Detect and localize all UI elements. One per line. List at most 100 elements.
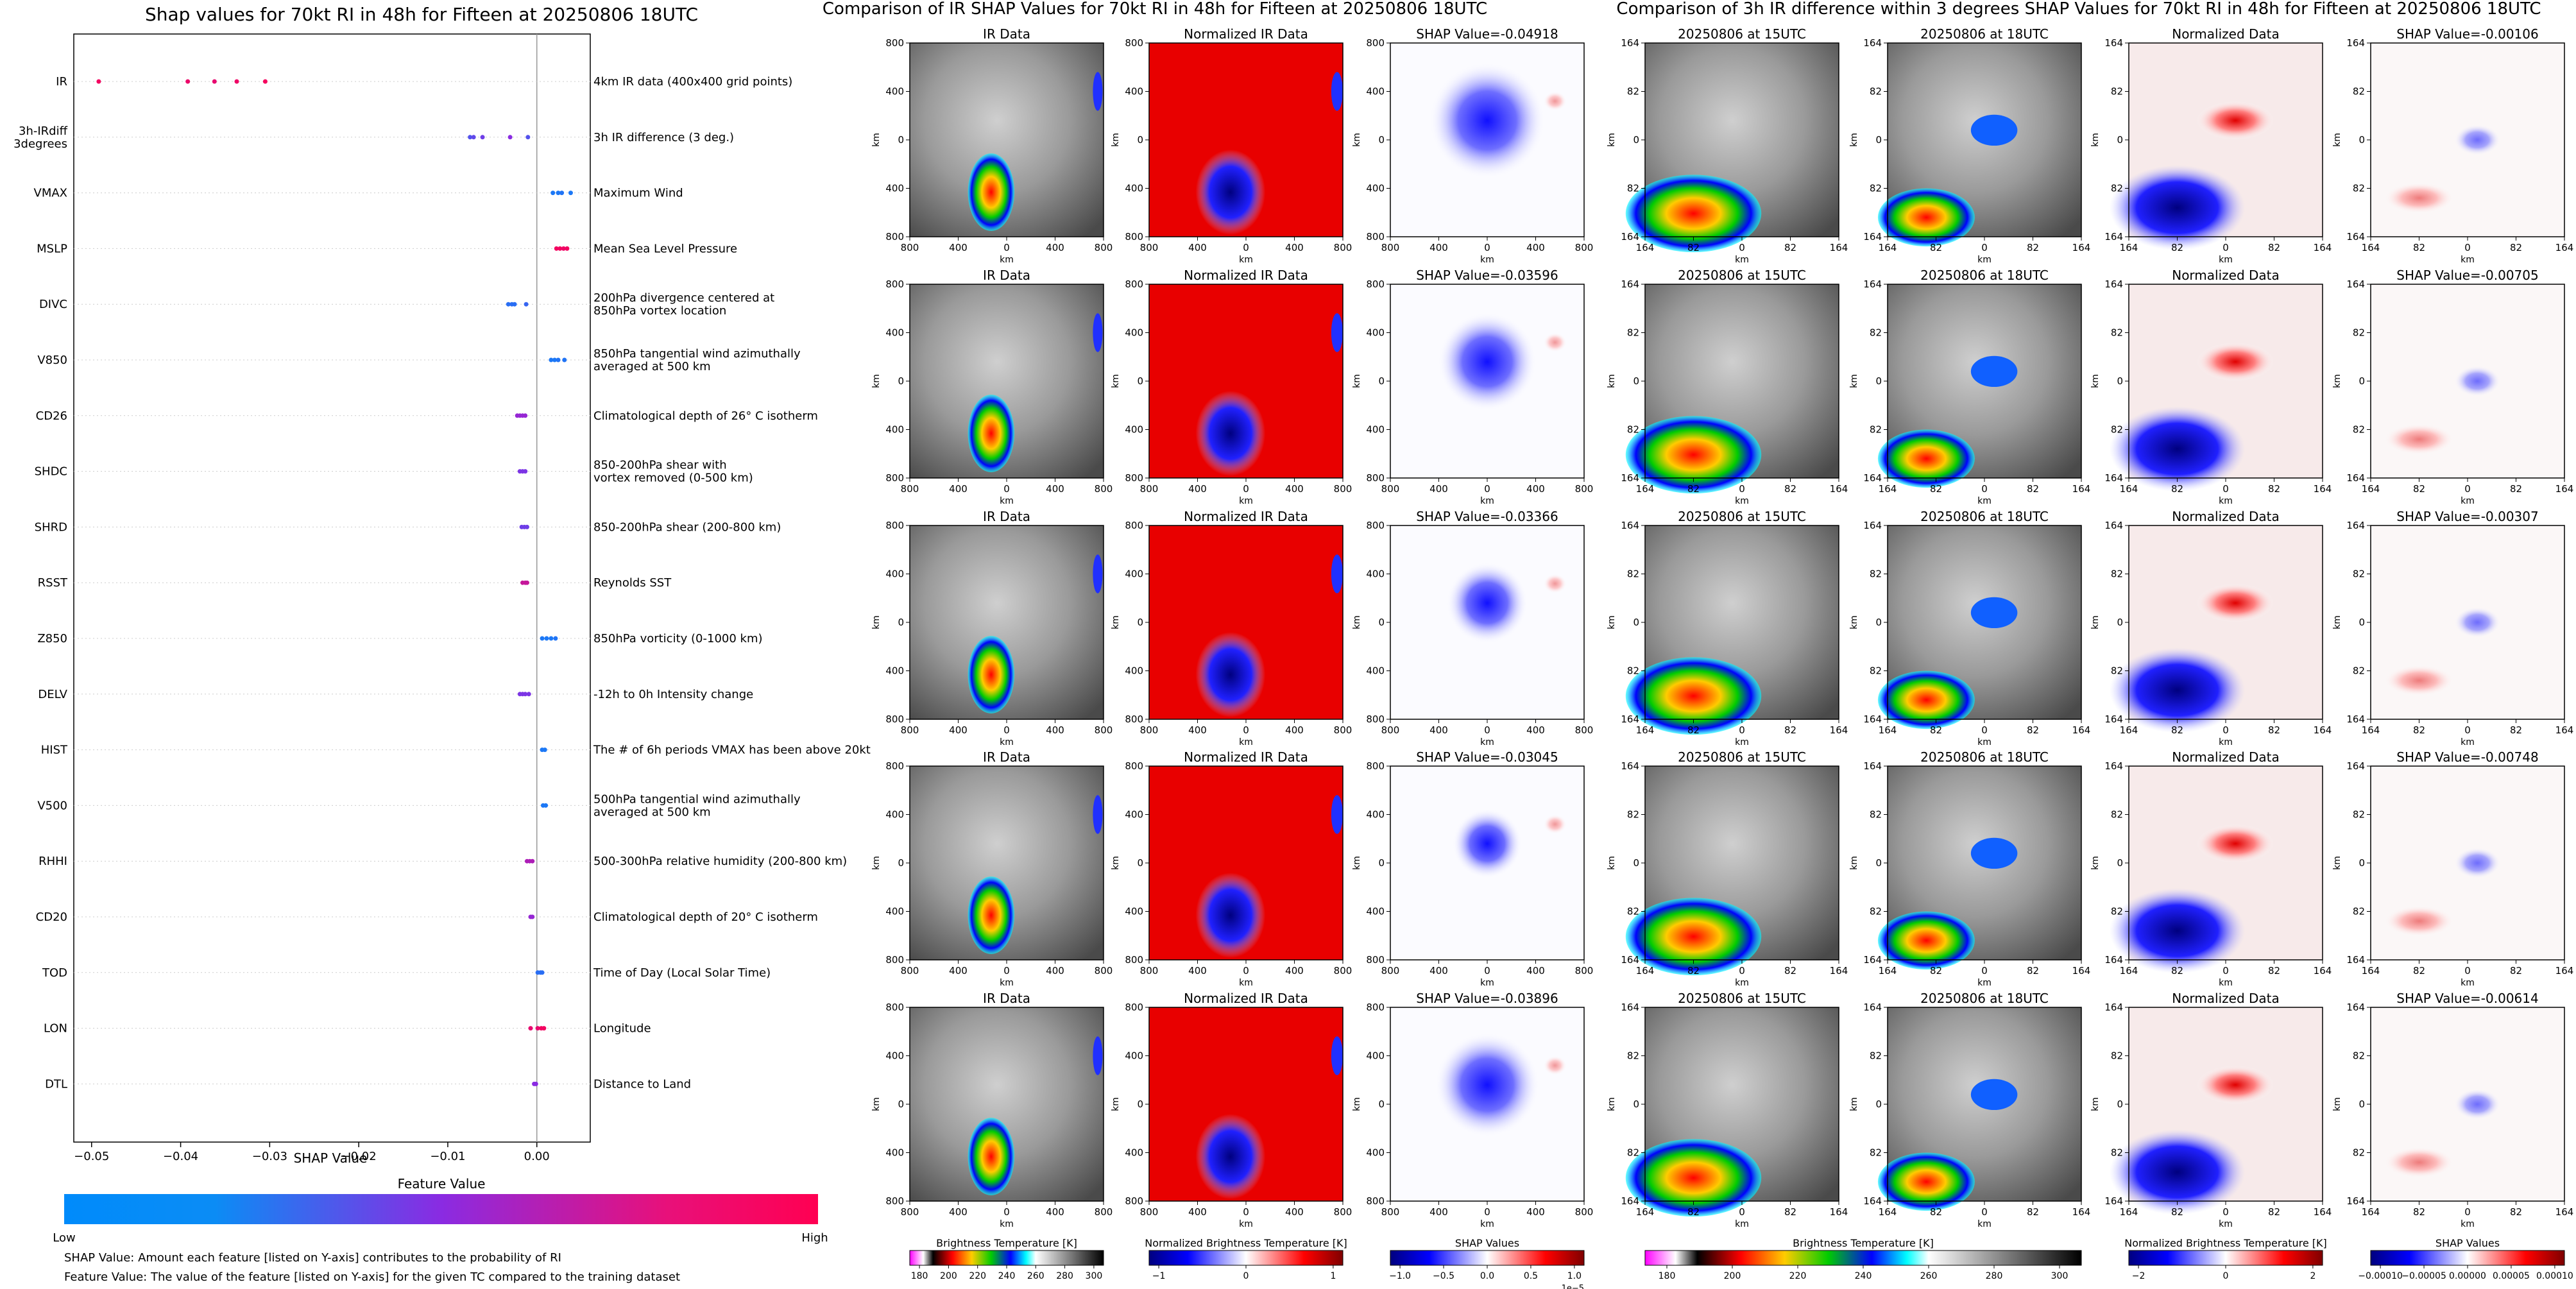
negative-shap-area xyxy=(2453,124,2501,156)
colorbar-tick-label: −0.00005 xyxy=(2401,1271,2446,1281)
feature-description-label: 850hPa vorticity (0-1000 km) xyxy=(593,632,763,645)
x-axis-label: km xyxy=(1735,1219,1749,1229)
feature-description-label: Climatological depth of 26° C isotherm xyxy=(593,409,818,423)
x-tick-label: 800 xyxy=(1095,1206,1113,1218)
y-tick-label: 164 xyxy=(1621,472,1639,484)
y-tick-label: 164 xyxy=(2346,1195,2365,1207)
y-tick-label: 400 xyxy=(1366,424,1385,436)
feature-description-label: Climatological depth of 20° C isotherm xyxy=(593,910,818,924)
x-axis-label: km xyxy=(2219,496,2233,506)
x-tick-label: 0 xyxy=(1739,965,1745,977)
y-tick-label: 82 xyxy=(1870,906,1882,918)
x-tick-label: 164 xyxy=(2362,965,2380,977)
colorbar xyxy=(1644,1250,2082,1266)
subplot-title: Normalized Data xyxy=(2172,749,2280,765)
y-tick-label: 82 xyxy=(2111,568,2123,580)
feature-description-label: -12h to 0h Intensity change xyxy=(593,688,753,701)
y-tick-label: 164 xyxy=(2346,37,2365,49)
subplot-title: SHAP Value=-0.03045 xyxy=(1416,749,1558,765)
subplot-title: SHAP Value=-0.03896 xyxy=(1416,991,1558,1006)
y-axis-label: km xyxy=(1352,374,1362,388)
x-tick-label: 82 xyxy=(2413,965,2425,977)
convection-area xyxy=(1970,1079,2018,1111)
x-tick-label: 82 xyxy=(1930,483,1942,495)
x-tick-label: 164 xyxy=(1879,724,1897,736)
colorbar-tick-label: 0.00005 xyxy=(2493,1271,2530,1281)
y-tick-label: 164 xyxy=(2104,278,2123,290)
y-tick-label: 800 xyxy=(1125,1195,1143,1207)
x-tick-label: 800 xyxy=(1140,483,1159,495)
x-axis-label: km xyxy=(1239,255,1253,265)
y-tick-label: 164 xyxy=(1863,954,1882,966)
y-axis-label: km xyxy=(1111,133,1121,147)
x-tick-label: 164 xyxy=(2555,1206,2574,1218)
cold-cloud-area xyxy=(1195,873,1266,958)
y-tick-label: 164 xyxy=(1621,278,1639,290)
x-tick-label: 164 xyxy=(2072,1206,2091,1218)
x-tick-label: 164 xyxy=(1879,965,1897,977)
y-tick-label: 164 xyxy=(2104,713,2123,725)
x-axis-label: km xyxy=(2219,1219,2233,1229)
negative-shap-area xyxy=(1452,808,1523,879)
x-tick-label: 400 xyxy=(1046,965,1064,977)
cold-cloud-area xyxy=(1195,149,1266,235)
y-axis-label: km xyxy=(1352,615,1362,629)
y-axis-label: km xyxy=(2090,133,2101,147)
colorbar xyxy=(1148,1250,1343,1266)
y-tick-label: 400 xyxy=(885,568,904,580)
y-axis-label: km xyxy=(1849,1097,1859,1111)
shap-point xyxy=(530,914,535,919)
y-tick-label: 800 xyxy=(1366,760,1385,772)
y-tick-label: 800 xyxy=(1366,713,1385,725)
x-axis-label: km xyxy=(1239,737,1253,747)
x-tick-label: 82 xyxy=(2268,724,2280,736)
y-tick-label: 82 xyxy=(2353,327,2365,339)
positive-shap-area xyxy=(2384,665,2454,696)
shap-point xyxy=(559,191,565,196)
x-tick-label: 164 xyxy=(1636,242,1655,253)
y-tick-label: 800 xyxy=(885,231,904,243)
y-tick-label: 82 xyxy=(2111,665,2123,677)
y-tick-label: 82 xyxy=(2111,809,2123,821)
y-tick-label: 0 xyxy=(1875,1098,1882,1110)
x-tick-label: 800 xyxy=(901,724,919,736)
shap-point xyxy=(212,79,217,84)
x-tick-label: 800 xyxy=(1334,483,1352,495)
y-tick-label: 800 xyxy=(885,1195,904,1207)
irdiff-comparison-row: 20250806 at 15UTC1641648282008282164164k… xyxy=(1607,509,2573,747)
y-tick-label: 400 xyxy=(885,86,904,98)
x-tick-label: −0.01 xyxy=(430,1150,465,1163)
x-tick-label: 0 xyxy=(2464,1206,2471,1218)
subplot-title: 20250806 at 15UTC xyxy=(1678,509,1806,524)
x-tick-label: 0 xyxy=(2222,965,2229,977)
convection-area xyxy=(968,153,1015,231)
x-tick-label: 800 xyxy=(901,242,919,253)
y-tick-label: 164 xyxy=(1621,713,1639,725)
convection-area xyxy=(1093,1036,1103,1075)
x-tick-label: 800 xyxy=(901,965,919,977)
x-tick-label: 82 xyxy=(1784,724,1796,736)
y-tick-label: 82 xyxy=(1870,327,1882,339)
y-tick-label: 800 xyxy=(1366,954,1385,966)
x-tick-label: 800 xyxy=(901,483,919,495)
y-axis-label: km xyxy=(1607,856,1617,870)
y-tick-label: 0 xyxy=(1378,857,1385,869)
x-axis-label: km xyxy=(1977,737,1992,747)
shap-point xyxy=(512,302,517,307)
shap-point xyxy=(556,191,561,196)
y-tick-label: 800 xyxy=(1125,1002,1143,1013)
colorbar-exponent: 1e−5 xyxy=(1562,1284,1584,1289)
x-tick-label: 164 xyxy=(1879,483,1897,495)
x-tick-label: 164 xyxy=(2072,242,2091,253)
colorbar-label: SHAP Values xyxy=(2435,1237,2500,1249)
x-tick-label: 800 xyxy=(1381,724,1400,736)
subplot-title: SHAP Value=-0.00614 xyxy=(2396,991,2538,1006)
feature-name-label: DTL xyxy=(45,1077,67,1091)
feature-name-label: RHHI xyxy=(38,855,67,868)
y-tick-label: 400 xyxy=(885,424,904,436)
y-tick-label: 0 xyxy=(2117,1098,2123,1110)
shap-point xyxy=(523,469,528,474)
shap-point xyxy=(262,79,268,84)
shap-point xyxy=(542,747,547,753)
x-tick-label: 82 xyxy=(1687,724,1700,736)
